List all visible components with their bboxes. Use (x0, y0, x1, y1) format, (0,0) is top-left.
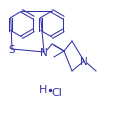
Text: N: N (40, 48, 47, 58)
Text: Cl: Cl (51, 87, 62, 97)
Text: H: H (38, 84, 47, 94)
Text: S: S (9, 45, 15, 55)
Text: N: N (79, 56, 87, 66)
